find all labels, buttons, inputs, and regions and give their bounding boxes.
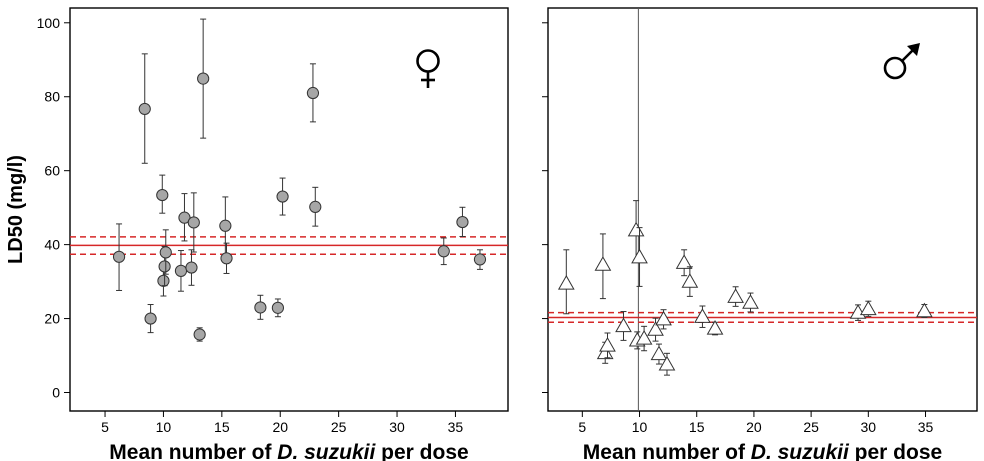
plot-frame [547,7,978,412]
data-point [594,256,612,271]
x-axis-title-part: D. suzukii [277,441,376,461]
x-axis-title-part: per dose [375,441,468,461]
female-symbol-ring [416,49,440,73]
x-tick-label: 15 [214,419,230,435]
data-point [473,253,487,266]
data-point [220,252,233,265]
data-point [271,301,285,314]
x-tick-label: 30 [861,419,877,435]
x-tick-label: 20 [746,419,762,435]
x-tick-label: 25 [331,419,347,435]
y-tick-label: 60 [44,163,60,179]
female-panel: 5 10 15 20 25 30 35 0 20 40 60 80 100 LD50 (mg/l) Mean… [5,7,509,461]
x-tick-label: 30 [389,419,405,435]
data-point [916,302,933,318]
male-symbol-ring [883,56,907,80]
data-point [156,188,169,202]
data-point [144,312,157,325]
data-point [859,300,877,316]
y-tick-label: 0 [52,385,60,401]
data-point [631,248,648,264]
data-point [557,274,575,290]
data-point [681,273,699,288]
x-tick-label: 10 [632,419,648,435]
data-point [174,264,188,277]
data-point [193,328,206,341]
x-tick-label: 35 [448,419,464,435]
plot-frame [69,7,509,412]
data-point [159,246,172,259]
data-point [627,221,645,237]
data-point [456,215,469,229]
data-point [185,261,198,274]
data-point [219,219,232,232]
male-symbol-icon [883,43,920,80]
x-tick-label: 25 [803,419,819,435]
data-point [187,216,200,229]
y-tick-label: 40 [44,237,60,253]
data-point [309,200,322,214]
x-tick-label: 20 [272,419,288,435]
data-point [635,330,653,345]
data-point [197,72,210,85]
data-point [655,310,672,326]
x-axis-title: Mean number of D. suzukii per dose [583,441,942,461]
y-tick-label: 20 [44,311,60,327]
data-point [112,250,126,263]
data-point [276,190,289,203]
x-tick-label: 35 [918,419,934,435]
data-point [727,288,744,303]
data-point [742,294,759,309]
y-axis-title: LD50 (mg/l) [5,155,27,264]
x-axis-title-part: Mean number of [109,441,277,461]
data-point [157,274,170,287]
data-point [437,245,450,258]
data-point [675,254,693,269]
data-point [694,308,711,323]
data-point [596,344,614,360]
x-tick-label: 5 [101,419,109,435]
data-point [306,86,320,100]
x-tick-label: 5 [578,419,586,435]
data-point [658,355,676,371]
male-symbol-arrowhead [907,43,920,56]
data-point [599,337,616,352]
male-panel: 5 10 15 20 25 30 35 Mean number of D. suzukii p… [542,7,978,461]
data-point [138,102,151,116]
data-point [706,320,724,335]
x-axis-title: Mean number of D. suzukii per dose [109,441,468,461]
data-point [650,345,668,361]
data-point [615,317,632,333]
data-point [647,321,664,336]
x-tick-label: 15 [689,419,705,435]
x-axis-title-part: D. suzukii [751,441,850,461]
data-point [158,260,171,273]
y-tick-label: 80 [44,89,60,105]
female-symbol-icon [416,49,440,88]
y-tick-label: 100 [37,15,61,31]
data-point [254,301,267,314]
x-axis-title-part: per dose [849,441,942,461]
x-tick-label: 10 [156,419,172,435]
x-axis-title-part: Mean number of [583,441,751,461]
